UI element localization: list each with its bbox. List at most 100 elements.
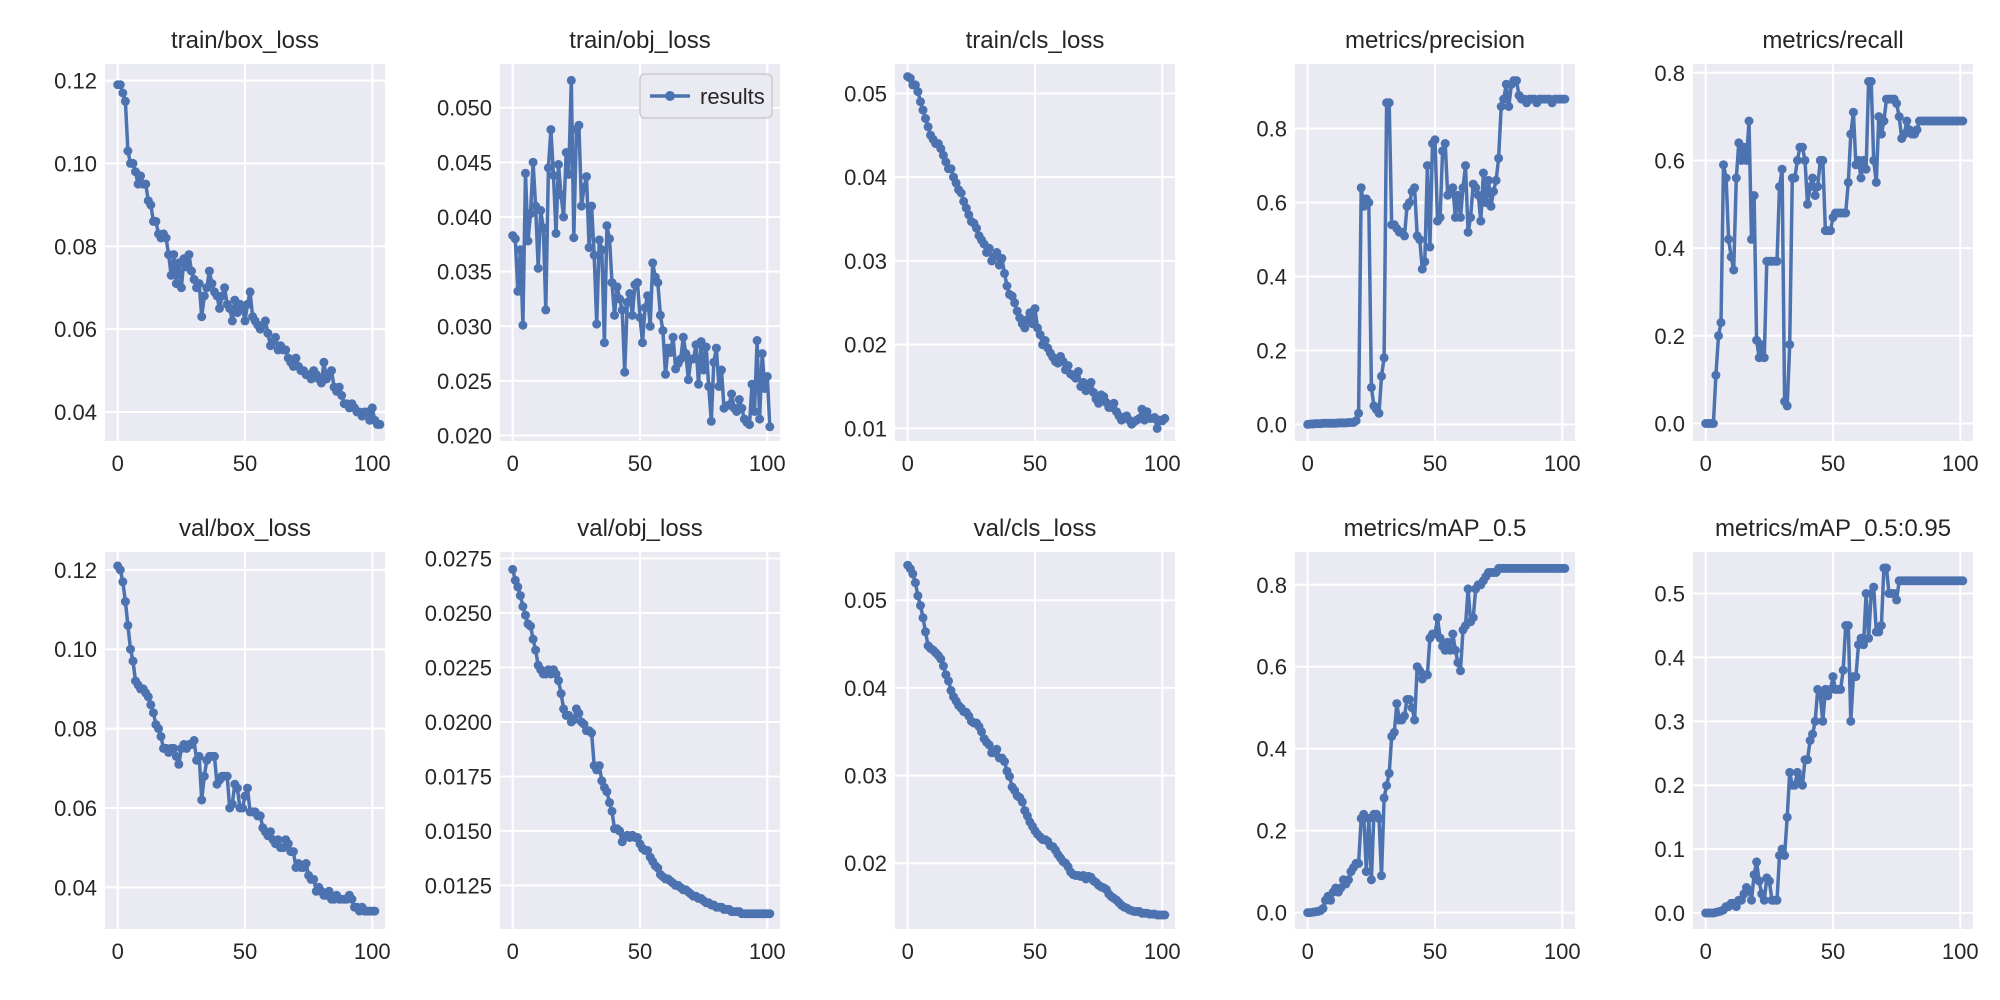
data-point bbox=[1810, 191, 1820, 200]
data-point bbox=[120, 597, 130, 607]
subplot-title: metrics/mAP_0.5:0.95 bbox=[1715, 515, 1951, 542]
data-point bbox=[579, 183, 589, 192]
data-point bbox=[243, 299, 252, 309]
data-point bbox=[1772, 256, 1782, 266]
data-point bbox=[327, 366, 336, 376]
x-tick-label: 100 bbox=[1144, 451, 1181, 476]
data-point bbox=[146, 200, 156, 210]
data-point bbox=[1958, 576, 1968, 586]
legend-marker-icon bbox=[665, 91, 675, 101]
data-point bbox=[551, 228, 561, 238]
data-point bbox=[1560, 94, 1570, 104]
data-point bbox=[592, 319, 602, 329]
data-point bbox=[1448, 183, 1458, 193]
data-point bbox=[1912, 125, 1922, 135]
data-point bbox=[1374, 813, 1384, 823]
data-point bbox=[227, 316, 237, 326]
data-point bbox=[1826, 226, 1835, 236]
data-point bbox=[1818, 155, 1828, 165]
data-point bbox=[526, 209, 535, 219]
data-point bbox=[1504, 102, 1514, 111]
data-point bbox=[564, 169, 574, 179]
data-point bbox=[291, 353, 301, 363]
data-point bbox=[645, 321, 655, 331]
y-tick-label: 0.0150 bbox=[425, 819, 492, 844]
data-point bbox=[1747, 895, 1756, 905]
y-tick-label: 0.04 bbox=[54, 875, 97, 900]
data-point bbox=[554, 160, 563, 169]
data-point bbox=[1456, 666, 1465, 676]
data-point bbox=[222, 771, 232, 781]
x-tick-label: 50 bbox=[233, 939, 257, 964]
data-point bbox=[538, 223, 548, 233]
data-point bbox=[984, 243, 994, 253]
data-point bbox=[1836, 684, 1846, 694]
y-tick-label: 0.6 bbox=[1256, 655, 1287, 680]
x-tick-label: 50 bbox=[628, 451, 652, 476]
data-point bbox=[936, 654, 946, 664]
x-tick-label: 100 bbox=[749, 451, 786, 476]
data-point bbox=[602, 221, 612, 231]
data-point bbox=[1458, 183, 1468, 193]
data-point bbox=[605, 234, 614, 244]
subplot-title: metrics/precision bbox=[1345, 27, 1525, 54]
data-point bbox=[750, 407, 759, 416]
data-point bbox=[1017, 797, 1027, 807]
data-point bbox=[1892, 595, 1902, 605]
data-point bbox=[533, 263, 543, 273]
data-point bbox=[599, 338, 609, 348]
data-point bbox=[1856, 173, 1866, 183]
data-point bbox=[1869, 155, 1879, 165]
data-point bbox=[1714, 331, 1723, 341]
y-tick-label: 0.020 bbox=[437, 424, 492, 449]
data-point bbox=[309, 874, 319, 884]
y-tick-label: 0.03 bbox=[844, 249, 887, 274]
data-point bbox=[176, 283, 186, 293]
data-point bbox=[154, 724, 163, 734]
y-tick-label: 0.2 bbox=[1654, 773, 1685, 798]
data-point bbox=[273, 835, 283, 845]
data-point bbox=[587, 201, 597, 211]
data-point bbox=[1440, 139, 1450, 148]
y-tick-label: 0.0 bbox=[1256, 901, 1287, 926]
data-point bbox=[1384, 768, 1394, 778]
data-point bbox=[1785, 767, 1795, 777]
data-point bbox=[115, 565, 125, 575]
data-point bbox=[1073, 367, 1083, 376]
data-point bbox=[556, 190, 566, 200]
data-point bbox=[375, 419, 385, 429]
data-point bbox=[1456, 212, 1465, 222]
data-point bbox=[1086, 377, 1096, 387]
data-point bbox=[622, 297, 632, 307]
data-point bbox=[910, 578, 920, 588]
data-point bbox=[118, 577, 128, 587]
y-tick-label: 0.0250 bbox=[425, 601, 492, 626]
data-point bbox=[1005, 771, 1014, 781]
data-point bbox=[260, 316, 270, 326]
data-point bbox=[1094, 398, 1104, 408]
data-point bbox=[635, 313, 645, 322]
data-point bbox=[1708, 419, 1718, 428]
data-point bbox=[169, 250, 179, 260]
y-tick-label: 0.02 bbox=[844, 333, 887, 358]
subplot-title: metrics/mAP_0.5 bbox=[1344, 515, 1527, 542]
x-tick-label: 0 bbox=[112, 939, 124, 964]
data-point bbox=[1876, 621, 1886, 630]
data-point bbox=[1000, 268, 1009, 278]
data-point bbox=[513, 582, 523, 592]
data-point bbox=[1463, 227, 1473, 237]
x-tick-label: 50 bbox=[1423, 939, 1447, 964]
data-point bbox=[531, 645, 541, 655]
data-point bbox=[587, 728, 597, 738]
x-tick-label: 50 bbox=[1423, 451, 1447, 476]
data-point bbox=[1808, 173, 1818, 183]
data-point bbox=[508, 564, 518, 574]
data-point bbox=[518, 602, 528, 611]
data-point bbox=[215, 303, 224, 313]
data-point bbox=[146, 700, 156, 710]
data-point bbox=[1435, 212, 1445, 222]
data-point bbox=[913, 591, 923, 601]
y-tick-label: 0.0 bbox=[1256, 412, 1287, 437]
x-tick-label: 100 bbox=[749, 939, 786, 964]
data-point bbox=[916, 601, 925, 610]
